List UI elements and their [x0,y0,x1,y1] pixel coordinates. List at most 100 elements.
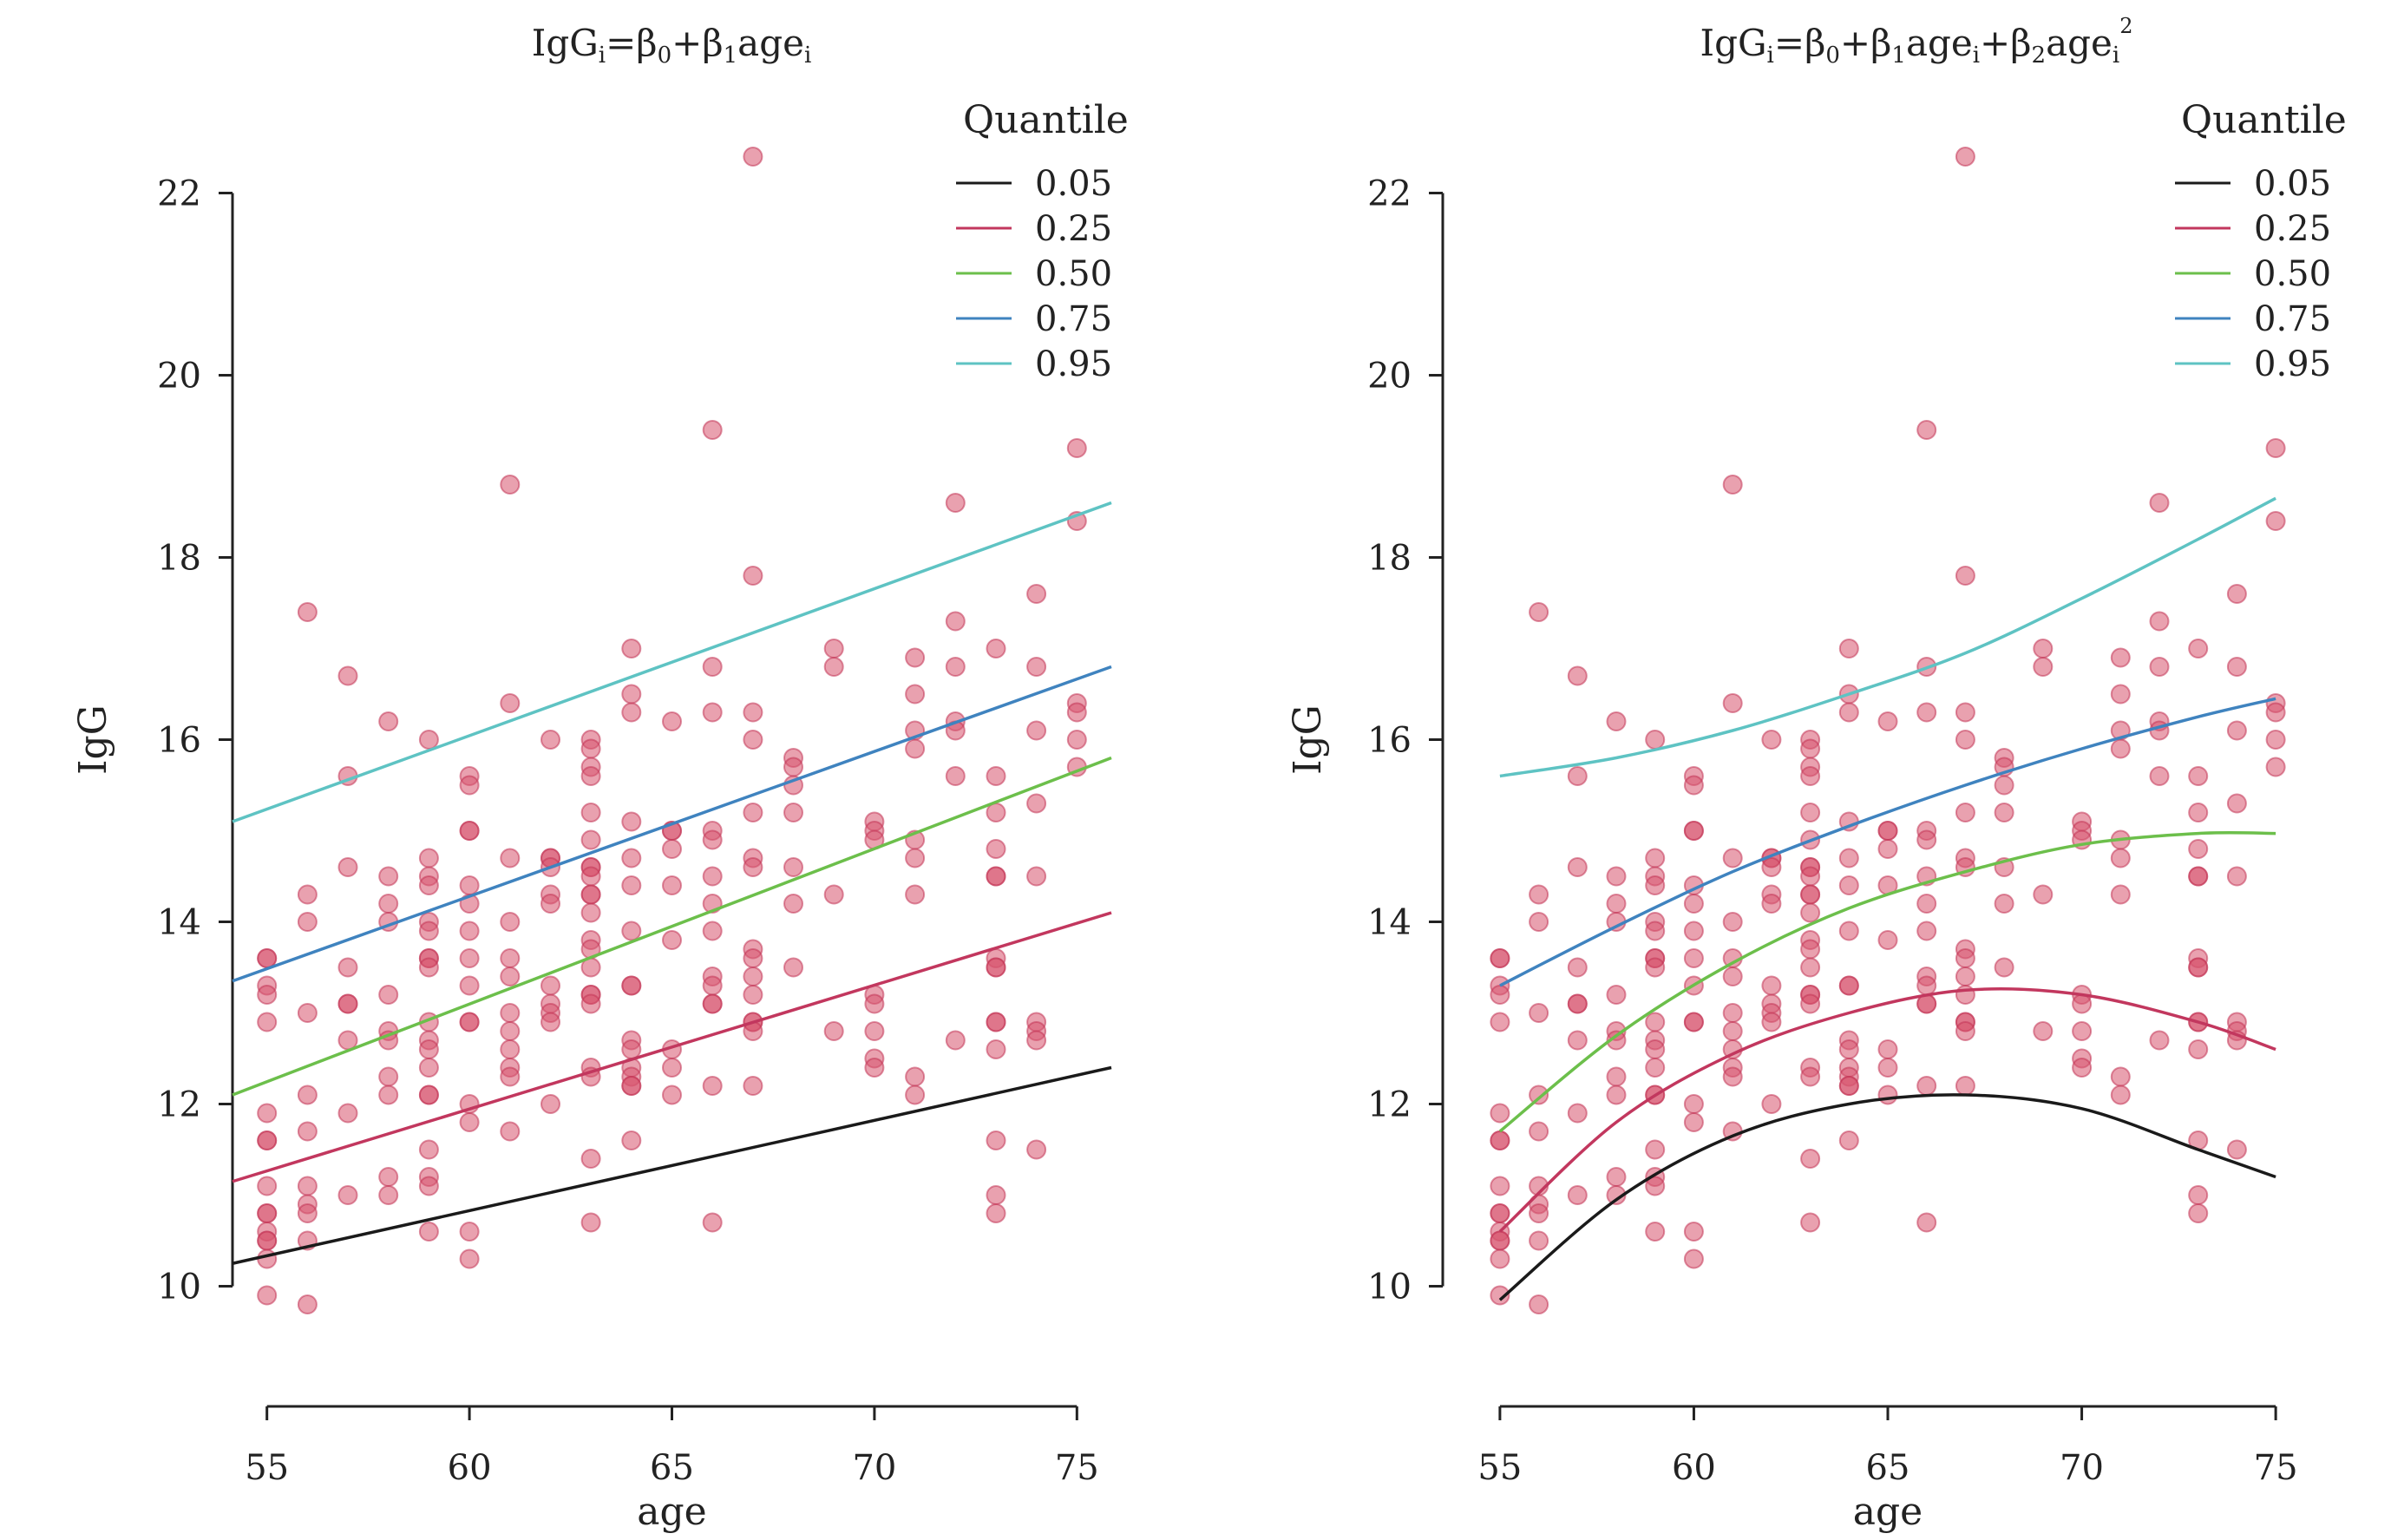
data-point [1645,1176,1666,1196]
scatter-points [257,147,1087,1314]
data-point [1722,1003,1743,1023]
data-point [945,657,966,677]
data-point [1916,921,1937,941]
data-point [945,766,966,786]
legend-label: 0.25 [1035,209,1112,249]
data-point [1529,912,1549,932]
data-point [986,866,1006,887]
data-point [337,665,358,686]
data-point [1994,957,2014,978]
data-point [743,803,763,822]
data-point [743,967,763,986]
data-point [1800,1212,1821,1233]
data-point [500,912,521,932]
data-point [459,1012,480,1032]
data-point [1761,730,1782,750]
data-point [257,1285,278,1306]
data-point [621,1039,642,1059]
data-point [783,857,803,877]
data-point [783,894,803,914]
data-point [580,829,601,850]
data-point [2110,1066,2131,1087]
data-point [621,811,642,832]
legend-title: Quantile [963,98,1129,142]
data-point [1683,948,1704,968]
y-tick-label: 18 [157,539,201,579]
data-point [257,1248,278,1269]
data-point [823,657,844,677]
data-point [2110,884,2131,905]
y-tick-label: 16 [1367,721,1412,761]
data-point [1645,1222,1666,1242]
data-point [743,147,763,167]
data-point [864,1021,885,1041]
scatter-points [1490,147,2286,1314]
legend-label: 0.95 [1035,344,1112,384]
data-point [1606,1030,1627,1051]
data-point [1761,1094,1782,1114]
data-point [621,639,642,659]
quantile-line-0.25 [232,911,1112,1183]
data-point [743,702,763,723]
data-point [783,957,803,978]
data-point [1606,711,1627,731]
y-tick-label: 14 [157,903,201,943]
data-point [418,1039,439,1059]
data-point [2265,730,2286,750]
data-point [337,1103,358,1124]
data-point [702,420,723,440]
data-point [1800,1066,1821,1087]
data-point [986,1203,1006,1223]
y-tick-label: 12 [1367,1085,1412,1125]
data-point [1722,967,1743,986]
data-point [2110,684,2131,704]
data-point [1955,566,1975,586]
data-point [743,857,763,877]
data-point [743,730,763,750]
data-point [2110,848,2131,868]
data-point [580,1149,601,1169]
data-point [1683,921,1704,941]
quantile-line-0.50 [1498,830,2276,1133]
data-point [580,884,601,905]
left-chart-panel: IgGi=β0+β1agei 10 12 14 16 18 20 22 55 60 65 70 75 ag… [71,22,1129,1534]
data-point [1722,1066,1743,1087]
data-point [1877,1058,1898,1078]
data-point [1026,793,1047,814]
data-point [1567,665,1588,686]
data-point [1683,1012,1704,1032]
data-point [905,1085,926,1105]
data-point [1838,848,1859,868]
y-tick-label: 10 [157,1268,201,1307]
data-point [662,875,682,895]
data-point [257,1103,278,1124]
data-point [418,1058,439,1078]
data-point [1529,1121,1549,1142]
data-point [1877,711,1898,731]
data-point [2188,766,2209,786]
data-point [1877,1085,1898,1105]
data-point [2226,584,2247,604]
data-point [2149,766,2170,786]
data-point [945,1030,966,1051]
data-point [1955,1021,1975,1041]
data-point [540,1012,560,1032]
data-point [1645,957,1666,978]
data-point [1026,1139,1047,1160]
data-point [1955,967,1975,986]
data-point [743,1076,763,1096]
data-point [1645,1039,1666,1059]
data-point [1838,1039,1859,1059]
data-point [1877,1039,1898,1059]
data-point [1567,993,1588,1014]
data-point [2149,1030,2170,1051]
data-point [1529,884,1549,905]
data-point [1567,957,1588,978]
data-point [257,1012,278,1032]
data-point [540,730,560,750]
data-point [1916,702,1937,723]
data-point [580,738,601,759]
data-point [986,1130,1006,1150]
data-point [1606,1066,1627,1087]
chart-title: IgGi=β0+β1agei+β2agei2 [1700,14,2133,69]
